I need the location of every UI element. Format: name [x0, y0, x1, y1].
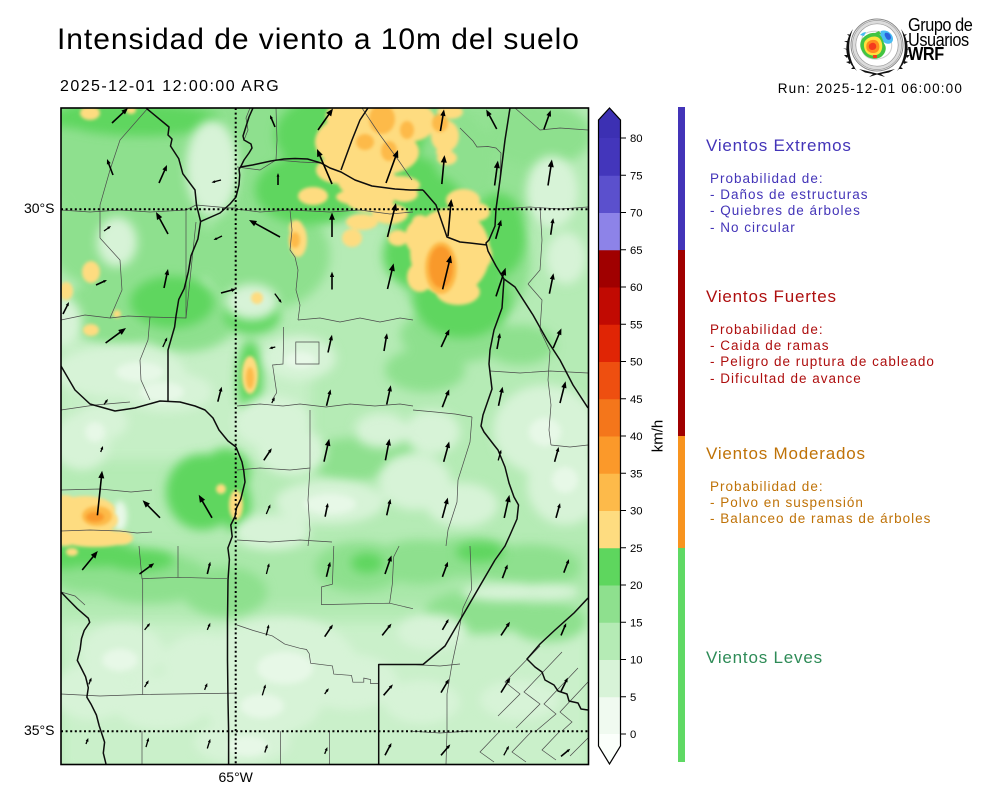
svg-text:70: 70: [630, 208, 643, 220]
svg-text:30: 30: [630, 506, 643, 518]
svg-text:30°S: 30°S: [24, 200, 55, 216]
svg-text:50: 50: [630, 357, 643, 369]
svg-text:0: 0: [630, 729, 636, 741]
svg-text:10: 10: [630, 655, 643, 667]
svg-text:65°W: 65°W: [219, 769, 254, 785]
svg-text:35°S: 35°S: [24, 722, 55, 738]
svg-text:60: 60: [630, 282, 643, 294]
svg-text:km/h: km/h: [650, 420, 667, 453]
svg-text:15: 15: [630, 617, 643, 629]
svg-text:80: 80: [630, 133, 643, 145]
svg-text:20: 20: [630, 580, 643, 592]
svg-text:5: 5: [630, 692, 636, 704]
svg-text:65: 65: [630, 245, 643, 257]
svg-text:45: 45: [630, 394, 643, 406]
svg-text:40: 40: [630, 431, 643, 443]
svg-text:75: 75: [630, 170, 643, 182]
svg-text:55: 55: [630, 319, 643, 331]
svg-text:35: 35: [630, 468, 643, 480]
svg-text:25: 25: [630, 543, 643, 555]
